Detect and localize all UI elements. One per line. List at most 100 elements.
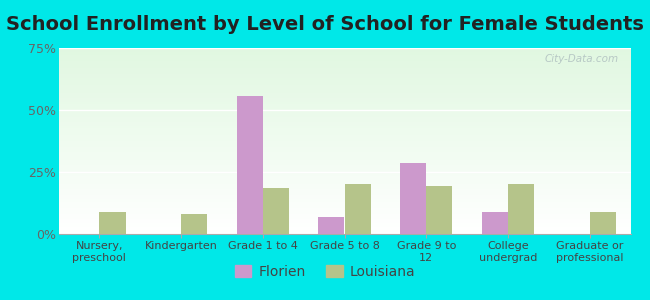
Bar bbox=[58, 52, 630, 54]
Bar bbox=[58, 232, 630, 234]
Legend: Florien, Louisiana: Florien, Louisiana bbox=[229, 259, 421, 284]
Bar bbox=[58, 48, 630, 50]
Bar bbox=[58, 219, 630, 221]
Bar bbox=[58, 195, 630, 197]
Bar bbox=[58, 121, 630, 122]
Bar bbox=[58, 204, 630, 206]
Bar bbox=[58, 225, 630, 226]
Text: School Enrollment by Level of School for Female Students: School Enrollment by Level of School for… bbox=[6, 15, 644, 34]
Bar bbox=[58, 147, 630, 148]
Bar bbox=[58, 189, 630, 191]
Bar bbox=[58, 107, 630, 110]
Bar bbox=[58, 89, 630, 91]
Bar bbox=[58, 197, 630, 199]
Bar bbox=[58, 184, 630, 186]
Bar bbox=[58, 67, 630, 68]
Bar bbox=[58, 158, 630, 160]
Bar bbox=[58, 85, 630, 87]
Bar bbox=[58, 59, 630, 61]
Bar bbox=[58, 186, 630, 188]
Bar bbox=[58, 61, 630, 63]
Bar bbox=[58, 145, 630, 147]
Bar bbox=[58, 178, 630, 180]
Bar bbox=[58, 193, 630, 195]
Bar bbox=[58, 191, 630, 193]
Bar bbox=[58, 96, 630, 98]
Bar bbox=[58, 78, 630, 80]
Text: City-Data.com: City-Data.com bbox=[545, 54, 619, 64]
Bar bbox=[58, 50, 630, 52]
Bar bbox=[58, 163, 630, 165]
Bar bbox=[58, 113, 630, 115]
Bar bbox=[58, 180, 630, 182]
Bar bbox=[58, 141, 630, 143]
Bar bbox=[58, 182, 630, 184]
Bar bbox=[58, 117, 630, 119]
Bar bbox=[58, 137, 630, 139]
Bar bbox=[58, 93, 630, 94]
Bar bbox=[58, 102, 630, 104]
Bar bbox=[58, 176, 630, 178]
Bar bbox=[482, 212, 508, 234]
Bar bbox=[344, 184, 370, 234]
Bar bbox=[58, 56, 630, 57]
Bar bbox=[58, 132, 630, 134]
Bar bbox=[58, 122, 630, 124]
Bar bbox=[508, 184, 534, 234]
Bar bbox=[58, 63, 630, 65]
Bar bbox=[58, 230, 630, 232]
Bar bbox=[58, 76, 630, 78]
Bar bbox=[58, 126, 630, 128]
Bar bbox=[58, 128, 630, 130]
Bar bbox=[58, 135, 630, 137]
Bar bbox=[181, 214, 207, 234]
Bar bbox=[58, 221, 630, 223]
Bar bbox=[58, 202, 630, 204]
Bar bbox=[58, 212, 630, 214]
Bar bbox=[58, 104, 630, 106]
Bar bbox=[58, 167, 630, 169]
Bar bbox=[58, 217, 630, 219]
Bar bbox=[58, 100, 630, 102]
Bar bbox=[58, 200, 630, 202]
Bar bbox=[58, 124, 630, 126]
Bar bbox=[58, 91, 630, 93]
Bar bbox=[58, 119, 630, 121]
Bar bbox=[58, 68, 630, 70]
Bar bbox=[58, 139, 630, 141]
Bar bbox=[58, 152, 630, 154]
Bar bbox=[58, 160, 630, 161]
Bar bbox=[58, 156, 630, 158]
Bar bbox=[58, 111, 630, 113]
Bar bbox=[58, 82, 630, 83]
Bar bbox=[58, 74, 630, 76]
Bar bbox=[318, 217, 344, 234]
Bar bbox=[58, 175, 630, 176]
Bar bbox=[58, 226, 630, 228]
Bar bbox=[58, 215, 630, 217]
Bar bbox=[58, 106, 630, 107]
Bar bbox=[58, 214, 630, 215]
Bar bbox=[58, 87, 630, 89]
Bar bbox=[58, 165, 630, 167]
Bar bbox=[58, 171, 630, 172]
Bar bbox=[58, 150, 630, 152]
Bar bbox=[58, 199, 630, 200]
Bar bbox=[58, 57, 630, 59]
Bar bbox=[58, 161, 630, 163]
Bar bbox=[58, 94, 630, 96]
Bar bbox=[58, 206, 630, 208]
Bar bbox=[58, 169, 630, 171]
Bar bbox=[58, 188, 630, 189]
Bar bbox=[58, 208, 630, 210]
Bar bbox=[58, 98, 630, 100]
Bar bbox=[99, 212, 125, 234]
Bar bbox=[58, 148, 630, 150]
Bar bbox=[58, 223, 630, 225]
Bar bbox=[58, 72, 630, 74]
Bar bbox=[58, 134, 630, 135]
Bar bbox=[58, 70, 630, 72]
Bar bbox=[263, 188, 289, 234]
Bar bbox=[58, 228, 630, 230]
Bar bbox=[58, 154, 630, 156]
